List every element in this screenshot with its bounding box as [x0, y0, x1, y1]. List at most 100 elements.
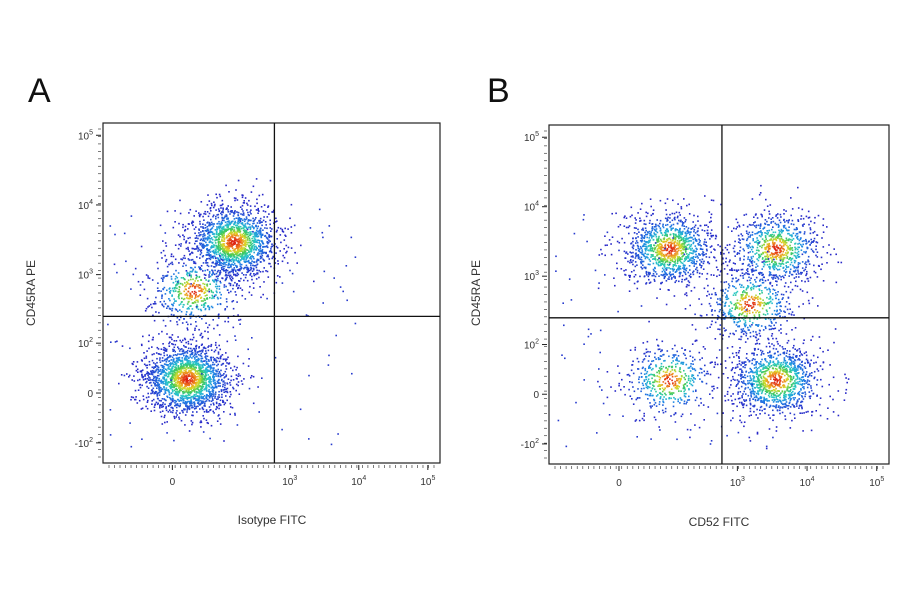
- event-dot: [264, 221, 267, 223]
- event-dot: [215, 283, 218, 285]
- event-dot: [189, 350, 191, 353]
- event-dot: [689, 258, 691, 261]
- event-dot: [194, 351, 196, 353]
- event-dot: [170, 313, 173, 316]
- event-dot: [661, 252, 663, 254]
- event-dot: [233, 269, 235, 271]
- event-dot: [205, 362, 208, 364]
- event-dot: [223, 440, 225, 442]
- panel-b-letter: B: [487, 72, 510, 110]
- event-dot: [271, 243, 273, 245]
- event-dot: [185, 356, 187, 358]
- event-dot: [162, 349, 165, 351]
- event-dot: [240, 263, 243, 266]
- event-dot: [160, 353, 162, 356]
- event-dot: [682, 222, 685, 224]
- event-dot: [720, 203, 722, 206]
- event-dot: [237, 355, 239, 358]
- event-dot: [221, 231, 223, 233]
- event-dot: [200, 309, 203, 312]
- event-dot: [200, 300, 203, 302]
- event-dot: [230, 258, 233, 261]
- event-dot: [240, 213, 242, 215]
- event-dot: [202, 230, 204, 232]
- event-dot: [663, 264, 665, 266]
- event-dot: [199, 294, 201, 296]
- event-dot: [152, 387, 155, 390]
- event-dot: [656, 251, 659, 254]
- event-dot: [190, 420, 193, 422]
- event-dot: [204, 347, 207, 350]
- event-dot: [644, 252, 646, 255]
- event-dot: [158, 399, 161, 402]
- event-dot: [637, 228, 639, 231]
- event-dot: [214, 397, 216, 399]
- event-dot: [185, 311, 188, 313]
- event-dot: [237, 248, 239, 251]
- event-dot: [151, 369, 154, 372]
- event-dot: [180, 310, 183, 313]
- event-dot: [673, 261, 676, 263]
- event-dot: [200, 352, 202, 355]
- event-dot: [253, 237, 256, 239]
- event-dot: [225, 390, 227, 393]
- event-dot: [177, 361, 179, 363]
- event-dot: [149, 377, 151, 379]
- event-dot: [665, 268, 668, 270]
- event-dot: [640, 256, 643, 259]
- event-dot: [228, 275, 231, 278]
- event-dot: [261, 250, 263, 252]
- event-dot: [222, 226, 225, 229]
- event-dot: [204, 295, 207, 297]
- event-dot: [231, 253, 234, 256]
- event-dot: [150, 384, 153, 387]
- event-dot: [229, 213, 231, 215]
- event-dot: [234, 335, 236, 337]
- panel-a-x-axis: 0 103 104 105: [108, 465, 435, 488]
- event-dot: [703, 241, 706, 243]
- event-dot: [261, 193, 264, 196]
- event-dot: [680, 232, 682, 234]
- event-dot: [689, 231, 692, 234]
- event-dot: [241, 214, 244, 216]
- event-dot: [218, 370, 221, 373]
- event-dot: [224, 221, 227, 224]
- event-dot: [217, 242, 220, 245]
- event-dot: [189, 354, 192, 356]
- event-dot: [262, 270, 264, 273]
- event-dot: [189, 317, 192, 319]
- event-dot: [686, 256, 689, 258]
- event-dot: [208, 237, 210, 240]
- event-dot: [214, 395, 217, 398]
- event-dot: [223, 216, 226, 219]
- event-dot: [645, 245, 648, 248]
- event-dot: [179, 282, 182, 285]
- event-dot: [236, 243, 239, 246]
- event-dot: [665, 224, 667, 226]
- event-dot: [208, 221, 211, 224]
- event-dot: [679, 247, 682, 250]
- event-dot: [222, 256, 225, 258]
- event-dot: [640, 262, 643, 265]
- event-dot: [671, 277, 673, 279]
- event-dot: [255, 178, 258, 180]
- event-dot: [263, 267, 265, 269]
- event-dot: [202, 288, 204, 291]
- event-dot: [666, 263, 669, 266]
- event-dot: [208, 231, 210, 234]
- event-dot: [184, 225, 187, 228]
- event-dot: [204, 269, 206, 272]
- event-dot: [230, 228, 233, 231]
- event-dot: [163, 393, 165, 395]
- event-dot: [215, 290, 218, 292]
- event-dot: [228, 247, 230, 250]
- event-dot: [227, 320, 230, 323]
- event-dot: [205, 279, 207, 281]
- event-dot: [230, 226, 233, 228]
- event-dot: [194, 242, 196, 245]
- event-dot: [282, 254, 284, 257]
- event-dot: [224, 402, 227, 404]
- event-dot: [230, 231, 232, 233]
- event-dot: [296, 262, 298, 264]
- event-dot: [177, 365, 180, 367]
